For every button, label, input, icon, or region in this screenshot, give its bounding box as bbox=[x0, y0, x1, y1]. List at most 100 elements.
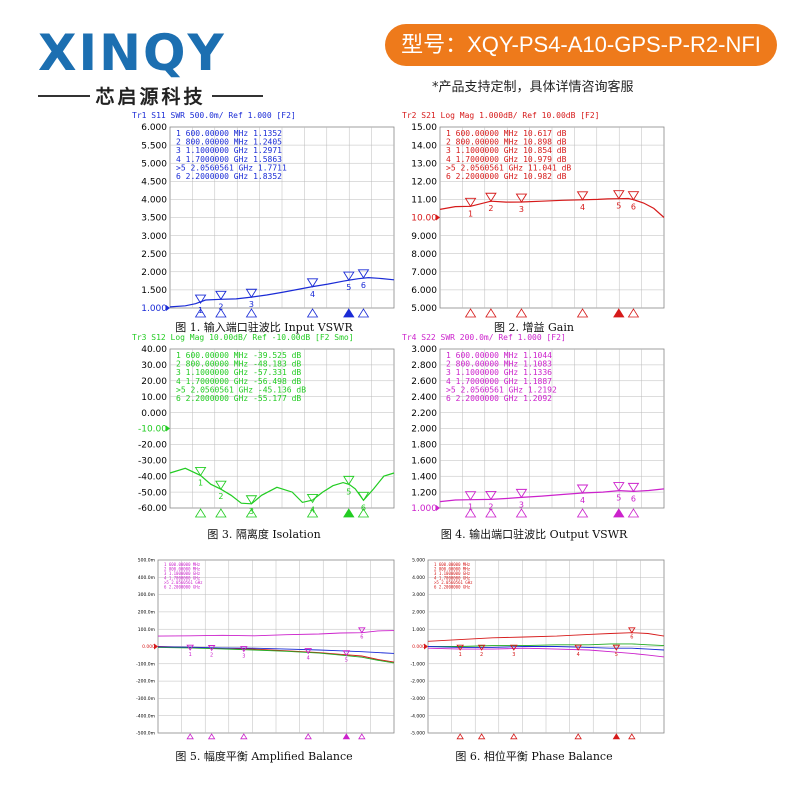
marker-3: 3 bbox=[515, 488, 528, 509]
marker-6: 6 bbox=[357, 269, 370, 290]
x-axis-marker bbox=[628, 733, 636, 740]
y-tick-label: 1.000 bbox=[411, 504, 437, 514]
y-tick-label: 5.000 bbox=[141, 159, 167, 169]
series-line bbox=[169, 276, 395, 308]
marker-readout: 2 800.00000 MHz 1.2405 bbox=[176, 138, 282, 147]
y-tick-label: -40.00 bbox=[138, 472, 167, 482]
x-axis-marker bbox=[306, 308, 319, 318]
marker-2: 2 bbox=[485, 490, 497, 511]
marker-readout: 2 800.00000 MHz bbox=[434, 567, 471, 572]
y-tick-label: 2.000 bbox=[411, 425, 437, 435]
y-tick-label: 200.0m bbox=[138, 609, 155, 615]
marker-readout: 4 1.7000000 GHz bbox=[164, 576, 201, 581]
x-axis-marker bbox=[515, 308, 528, 318]
y-tick-label: 2.200 bbox=[411, 409, 437, 419]
marker-4: 4 bbox=[304, 648, 312, 661]
marker-readout: >5 2.0560561 GHz 1.7711 bbox=[176, 163, 287, 172]
svg-text:2: 2 bbox=[218, 302, 223, 311]
y-tick-label: 4.500 bbox=[141, 177, 167, 187]
svg-text:6: 6 bbox=[631, 494, 636, 503]
marker-1: 1 bbox=[194, 466, 207, 487]
svg-text:5: 5 bbox=[616, 202, 621, 211]
y-tick-label: 2.000 bbox=[141, 268, 167, 278]
y-tick-label: 0.000 bbox=[141, 409, 167, 419]
x-axis-marker bbox=[485, 508, 497, 518]
y-tick-label: 3.500 bbox=[141, 214, 167, 224]
y-tick-label: -200.0m bbox=[136, 679, 155, 685]
marker-readout: 6 2.2000000 GHz bbox=[164, 585, 201, 590]
y-tick-label: 0.000 bbox=[412, 644, 425, 650]
marker-3: 3 bbox=[240, 646, 248, 659]
marker-readout: >5 2.0560561 GHz 11.041 dB bbox=[446, 163, 571, 172]
x-axis-marker bbox=[576, 508, 589, 518]
y-tick-label: 10.00 bbox=[411, 214, 437, 224]
ref-marker bbox=[166, 305, 170, 311]
series-line bbox=[427, 646, 665, 651]
x-axis-marker bbox=[485, 308, 497, 318]
y-tick-label: -100.0m bbox=[136, 661, 155, 667]
x-axis-marker bbox=[215, 308, 227, 318]
y-tick-label: 2.400 bbox=[411, 393, 437, 403]
x-axis-marker bbox=[343, 308, 355, 318]
y-tick-label: 2.800 bbox=[411, 361, 437, 371]
y-tick-label: 5.000 bbox=[411, 304, 437, 314]
x-axis-marker bbox=[627, 308, 640, 318]
y-tick-label: 3.000 bbox=[411, 345, 437, 355]
marker-readout: 3 1.1000000 GHz -57.331 dB bbox=[176, 368, 301, 377]
marker-2: 2 bbox=[477, 644, 486, 658]
y-tick-label: -5.000 bbox=[410, 731, 425, 737]
y-tick-label: -60.00 bbox=[138, 504, 167, 514]
chart-4: Tr4 S22 SWR 200.0m/ Ref 1.000 [F2] 3.000 2… bbox=[402, 333, 665, 518]
svg-text:1: 1 bbox=[468, 503, 473, 512]
marker-readout: 6 2.2000000 GHz bbox=[434, 585, 471, 590]
y-tick-label: 12.00 bbox=[411, 177, 437, 187]
x-axis-marker bbox=[515, 508, 528, 518]
y-tick-label: 1.500 bbox=[141, 286, 167, 296]
x-axis-marker bbox=[342, 733, 351, 740]
marker-4: 4 bbox=[576, 191, 589, 212]
svg-text:1: 1 bbox=[198, 306, 203, 315]
marker-6: 6 bbox=[627, 191, 640, 212]
marker-readout: 1 600.00000 MHz bbox=[434, 562, 471, 567]
y-tick-label: 1.400 bbox=[411, 472, 437, 482]
svg-text:2: 2 bbox=[488, 502, 493, 511]
series-line bbox=[427, 647, 665, 658]
y-tick-label: 3.000 bbox=[412, 592, 425, 598]
y-tick-label: 100.0m bbox=[138, 627, 155, 633]
marker-readout: 1 600.00000 MHz bbox=[164, 562, 201, 567]
series-line bbox=[427, 632, 665, 642]
chart-6: 5.000 4.000 3.000 2.000 1.000 0.000 -1.000 -2.0… bbox=[410, 558, 665, 740]
marker-1: 1 bbox=[194, 294, 207, 315]
y-tick-label: -3.000 bbox=[410, 696, 425, 702]
series-line bbox=[428, 643, 665, 647]
series-line bbox=[157, 630, 395, 637]
series-line bbox=[157, 646, 395, 654]
marker-readout: >5 2.0560561 GHz 1.2192 bbox=[446, 385, 557, 394]
marker-readout: 2 800.00000 MHz 1.1083 bbox=[446, 360, 552, 369]
y-tick-label: 4.000 bbox=[412, 575, 425, 581]
marker-3: 3 bbox=[245, 288, 258, 309]
chart-1: Tr1 S11 SWR 500.0m/ Ref 1.000 [F2] 6.000 5… bbox=[132, 111, 395, 318]
x-axis-marker bbox=[456, 733, 464, 740]
marker-readout: 4 1.7000000 GHz bbox=[434, 576, 471, 581]
svg-text:3: 3 bbox=[519, 500, 524, 509]
svg-text:6: 6 bbox=[630, 635, 633, 641]
svg-text:5: 5 bbox=[345, 657, 348, 663]
brand-logo: XINQY 芯启源科技 bbox=[38, 28, 264, 108]
x-axis-marker bbox=[613, 308, 625, 318]
svg-text:4: 4 bbox=[580, 496, 585, 505]
y-tick-label: 20.00 bbox=[141, 377, 167, 387]
logo-subtitle: 芯启源科技 bbox=[38, 82, 264, 109]
svg-text:2: 2 bbox=[218, 492, 223, 501]
marker-readout: 3 1.1000000 GHz bbox=[164, 571, 201, 576]
y-tick-label: -300.0m bbox=[136, 696, 155, 702]
svg-text:4: 4 bbox=[310, 290, 315, 299]
x-axis-marker bbox=[304, 733, 312, 740]
x-axis-marker bbox=[477, 733, 486, 740]
y-tick-label: -2.000 bbox=[410, 679, 425, 685]
marker-readout: >5 2.0560561 GHz bbox=[164, 580, 203, 585]
marker-5: 5 bbox=[612, 482, 625, 503]
svg-text:4: 4 bbox=[580, 203, 585, 212]
x-axis-marker bbox=[186, 733, 194, 740]
marker-readout: >5 2.0560561 GHz -45.136 dB bbox=[176, 385, 306, 394]
